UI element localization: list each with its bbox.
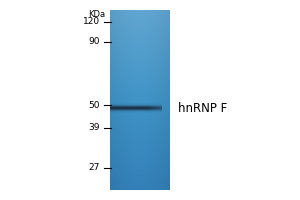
Text: hnRNP F: hnRNP F bbox=[178, 102, 227, 114]
Text: 90: 90 bbox=[88, 38, 100, 46]
Text: 39: 39 bbox=[88, 123, 100, 132]
Text: KDa: KDa bbox=[88, 10, 105, 19]
Text: 27: 27 bbox=[88, 164, 100, 172]
Text: 50: 50 bbox=[88, 100, 100, 110]
Text: 120: 120 bbox=[83, 18, 100, 26]
